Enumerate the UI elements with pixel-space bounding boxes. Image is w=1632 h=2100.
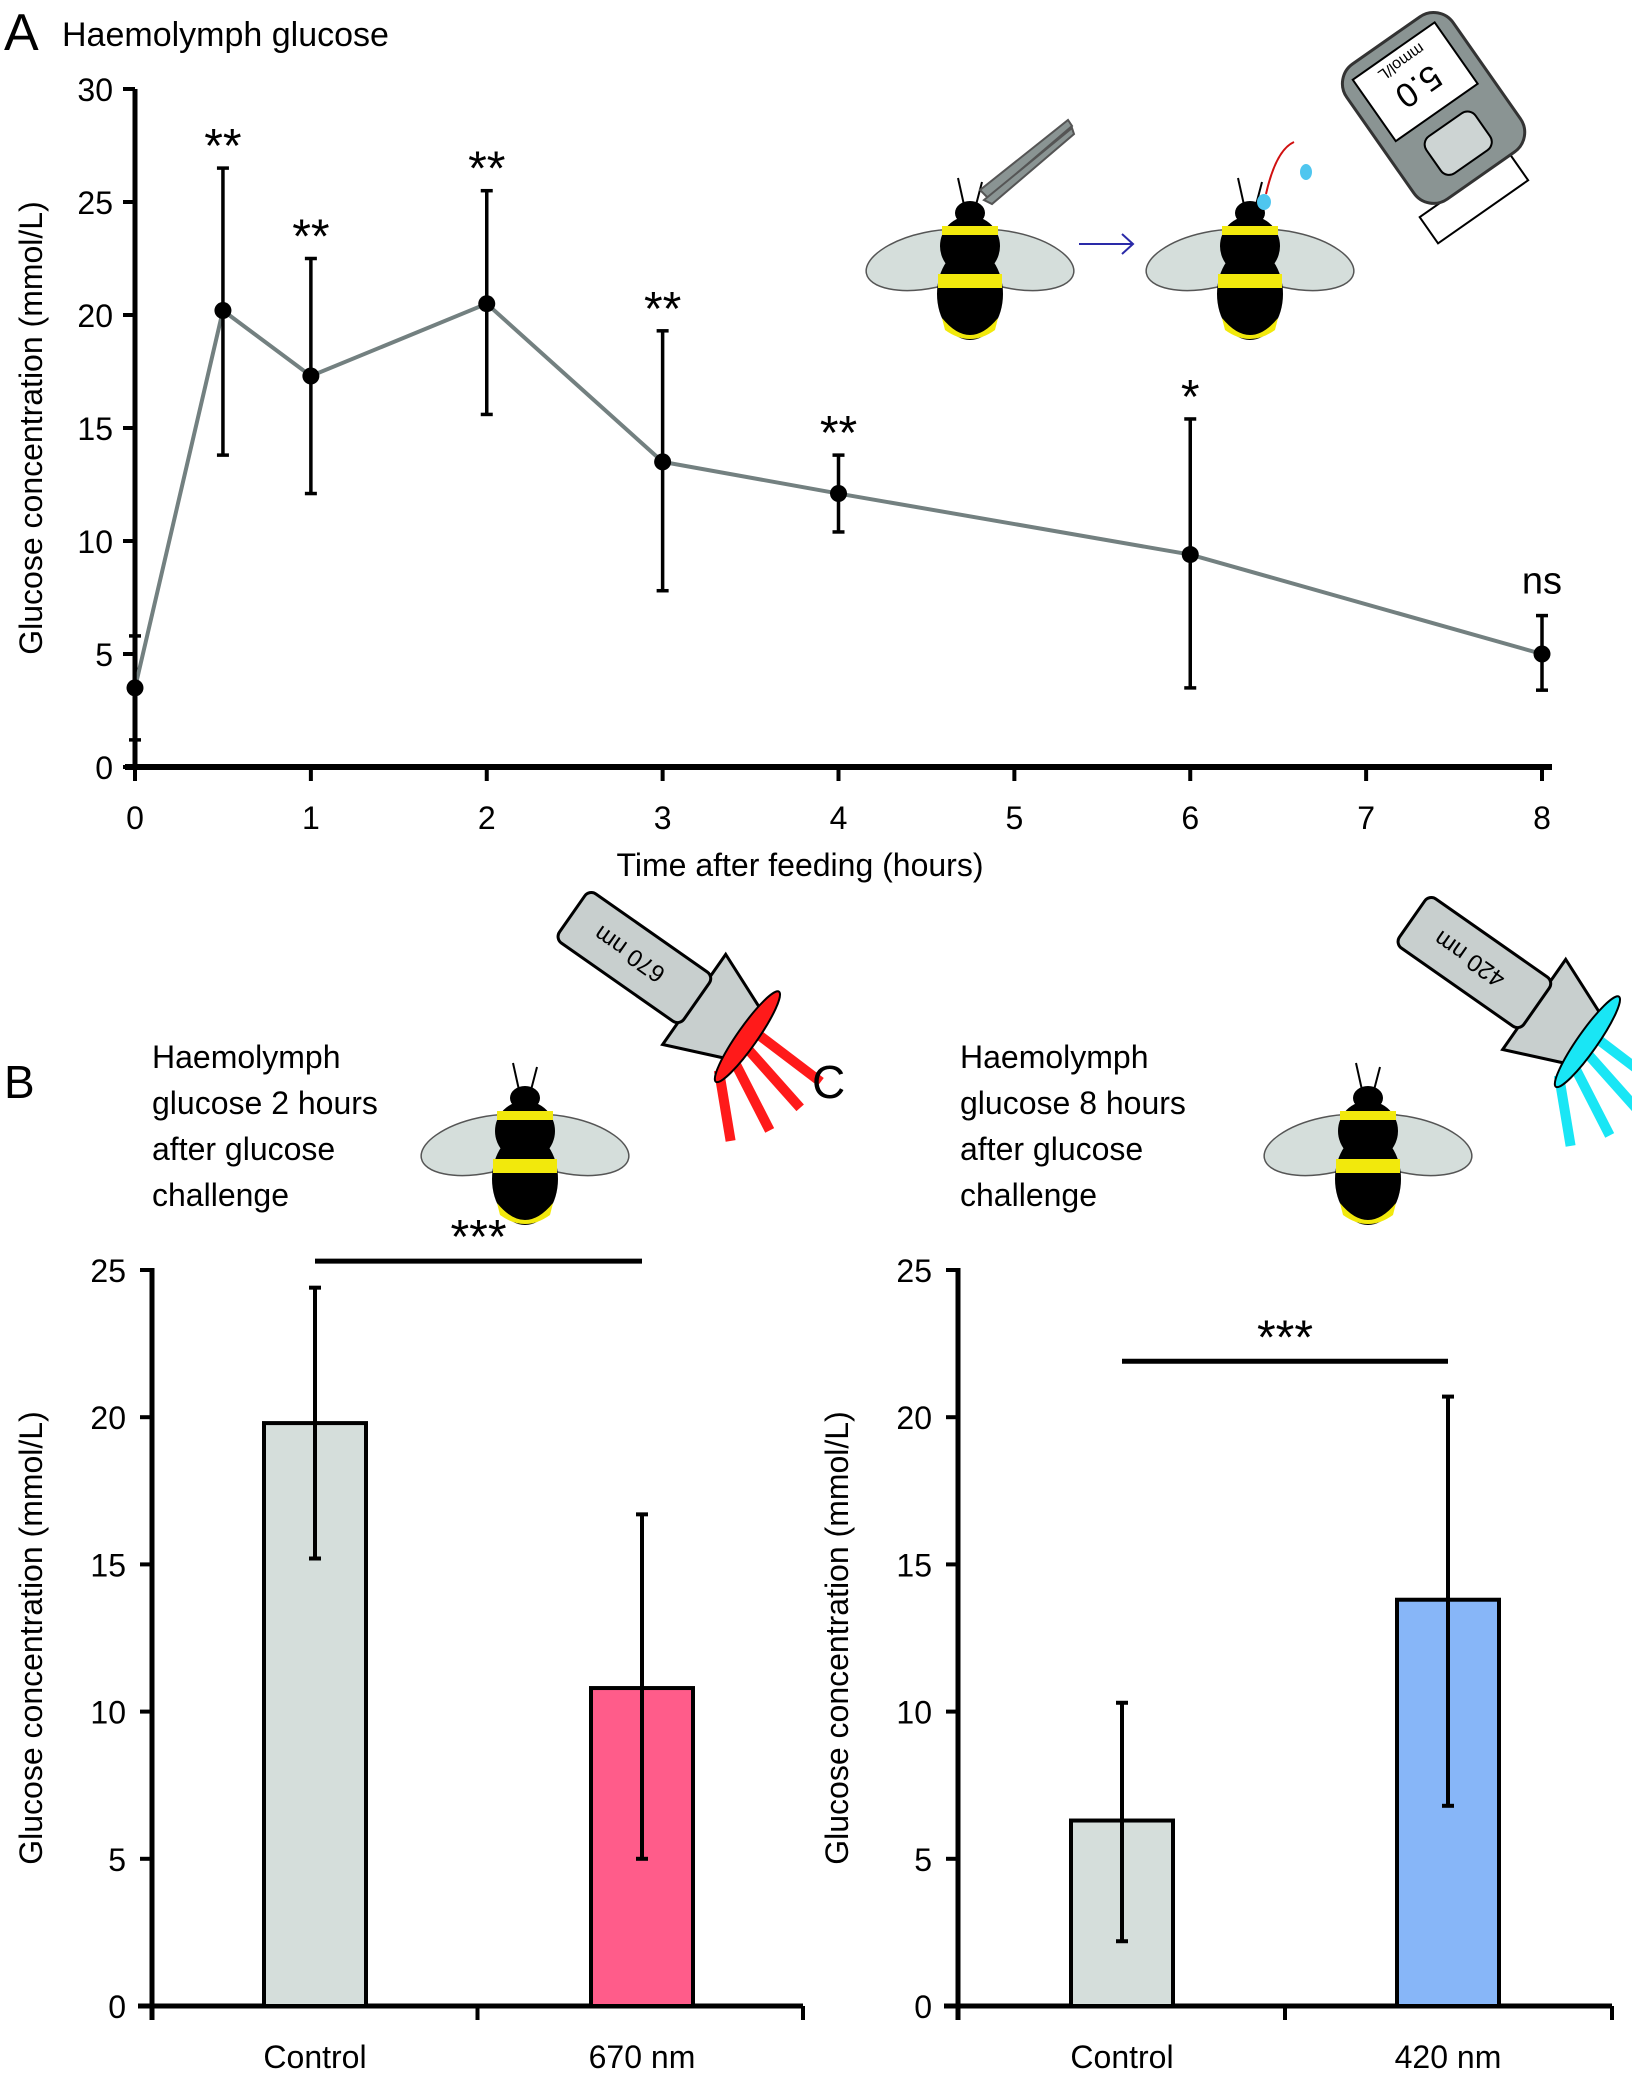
panel-c-axes: 0 5 10 15 20 25 Control 420 nm bbox=[896, 1253, 1614, 2075]
significance-label: ns bbox=[1522, 561, 1562, 603]
panel-a-title: Haemolymph glucose bbox=[62, 16, 389, 54]
panel-a-x-axis-label: Time after feeding (hours) bbox=[617, 847, 984, 883]
panel-c-title-line: after glucose bbox=[960, 1131, 1143, 1167]
y-tick-label: 20 bbox=[90, 1400, 126, 1436]
bee-under-red-lamp-illustration bbox=[420, 1062, 630, 1225]
panel-c-y-axis-label: Glucose concentration (mmol/L) bbox=[819, 1411, 855, 1865]
y-tick-label: 30 bbox=[77, 72, 113, 108]
light-beams bbox=[713, 1030, 824, 1142]
y-tick-label: 10 bbox=[896, 1695, 932, 1731]
y-tick-label: 10 bbox=[77, 524, 113, 560]
panel-b: B Haemolymph glucose 2 hours after gluco… bbox=[4, 891, 824, 2075]
x-tick-label: 1 bbox=[302, 800, 320, 836]
y-tick-label: 0 bbox=[914, 1989, 932, 2025]
significance-label: * bbox=[1181, 371, 1200, 424]
panel-a-label: A bbox=[4, 4, 39, 62]
y-tick-label: 20 bbox=[896, 1400, 932, 1436]
panel-b-label: B bbox=[4, 1056, 35, 1108]
y-tick-label: 5 bbox=[914, 1842, 932, 1878]
panel-c-title: Haemolymph glucose 8 hours after glucose… bbox=[960, 1039, 1186, 1213]
x-tick-label: 3 bbox=[654, 800, 672, 836]
bee-icon bbox=[1263, 1062, 1473, 1225]
bee-under-blue-lamp-illustration bbox=[1263, 1062, 1473, 1225]
bee-with-tweezers-illustration bbox=[865, 118, 1135, 340]
panel-b-title-line: glucose 2 hours bbox=[152, 1085, 378, 1121]
significance-label: ** bbox=[292, 211, 329, 264]
series-line bbox=[133, 301, 1543, 689]
significance-label: ** bbox=[644, 283, 681, 336]
panel-a-marks: ***********ns bbox=[126, 120, 1562, 742]
panel-c-marks: *** bbox=[1069, 1311, 1501, 2009]
panel-b-marks: *** bbox=[262, 1211, 695, 2008]
y-tick-label: 0 bbox=[108, 1989, 126, 2025]
panel-b-title-line: Haemolymph bbox=[152, 1039, 341, 1075]
data-point bbox=[1181, 546, 1199, 564]
significance-label: *** bbox=[450, 1211, 506, 1264]
bee-with-droplet-illustration bbox=[1145, 141, 1355, 340]
significance-label: ** bbox=[468, 143, 505, 196]
y-tick-label: 0 bbox=[95, 750, 113, 786]
x-tick-label: 0 bbox=[126, 800, 144, 836]
red-lamp-icon: 670 nm bbox=[556, 891, 824, 1142]
y-tick-label: 10 bbox=[90, 1695, 126, 1731]
y-tick-label: 15 bbox=[90, 1547, 126, 1583]
arrow-right-icon bbox=[1079, 233, 1135, 255]
data-point bbox=[478, 295, 496, 313]
data-point bbox=[1533, 645, 1551, 663]
y-tick-label: 25 bbox=[77, 185, 113, 221]
data-point bbox=[654, 453, 672, 471]
x-tick-label: Control bbox=[263, 2039, 366, 2075]
curved-arrow-icon bbox=[1265, 141, 1295, 195]
y-tick-label: 25 bbox=[896, 1253, 932, 1289]
panel-c-title-line: glucose 8 hours bbox=[960, 1085, 1186, 1121]
bee-icon bbox=[865, 177, 1075, 340]
x-tick-label: 420 nm bbox=[1395, 2039, 1502, 2075]
x-tick-label: 6 bbox=[1181, 800, 1199, 836]
droplet-icon bbox=[1257, 194, 1271, 210]
significance-label: ** bbox=[820, 407, 857, 460]
data-point bbox=[214, 301, 232, 319]
y-tick-label: 15 bbox=[896, 1547, 932, 1583]
tweezers-icon bbox=[978, 118, 1076, 206]
panel-a-y-axis-label: Glucose concentration (mmol/L) bbox=[13, 201, 49, 655]
panel-b-title: Haemolymph glucose 2 hours after glucose… bbox=[152, 1039, 378, 1213]
panel-a: A Haemolymph glucose Glucose concentrati… bbox=[4, 4, 1562, 883]
glucose-meter-icon: 5.0 mmol/L bbox=[1340, 11, 1530, 245]
panel-c: C Haemolymph glucose 8 hours after gluco… bbox=[812, 896, 1632, 2075]
droplet-icon bbox=[1300, 164, 1312, 180]
x-tick-label: Control bbox=[1070, 2039, 1173, 2075]
y-tick-label: 5 bbox=[108, 1842, 126, 1878]
data-point bbox=[126, 679, 144, 697]
y-tick-label: 15 bbox=[77, 411, 113, 447]
data-point bbox=[830, 485, 847, 503]
panel-b-title-line: challenge bbox=[152, 1177, 289, 1213]
significance-label: *** bbox=[1257, 1311, 1313, 1364]
panel-c-title-line: challenge bbox=[960, 1177, 1097, 1213]
x-tick-label: 670 nm bbox=[589, 2039, 696, 2075]
y-tick-label: 20 bbox=[77, 298, 113, 334]
significance-label: ** bbox=[204, 120, 241, 173]
panel-b-y-axis-label: Glucose concentration (mmol/L) bbox=[13, 1411, 49, 1865]
panel-b-title-line: after glucose bbox=[152, 1131, 335, 1167]
x-tick-label: 5 bbox=[1005, 800, 1023, 836]
y-tick-label: 25 bbox=[90, 1253, 126, 1289]
x-tick-label: 7 bbox=[1357, 800, 1375, 836]
bee-icon bbox=[1145, 177, 1355, 340]
x-tick-label: 2 bbox=[478, 800, 496, 836]
panel-c-title-line: Haemolymph bbox=[960, 1039, 1149, 1075]
data-point bbox=[302, 367, 320, 385]
panel-c-label: C bbox=[812, 1056, 845, 1108]
y-tick-label: 5 bbox=[95, 637, 113, 673]
x-tick-label: 8 bbox=[1533, 800, 1551, 836]
x-tick-label: 4 bbox=[830, 800, 848, 836]
panel-a-axes: 0 5 10 15 20 25 30 0 1 2 3 4 5 6 7 8 bbox=[77, 72, 1552, 836]
panel-b-axes: 0 5 10 15 20 25 Control 670 nm bbox=[90, 1253, 805, 2075]
bee-icon bbox=[420, 1062, 630, 1225]
